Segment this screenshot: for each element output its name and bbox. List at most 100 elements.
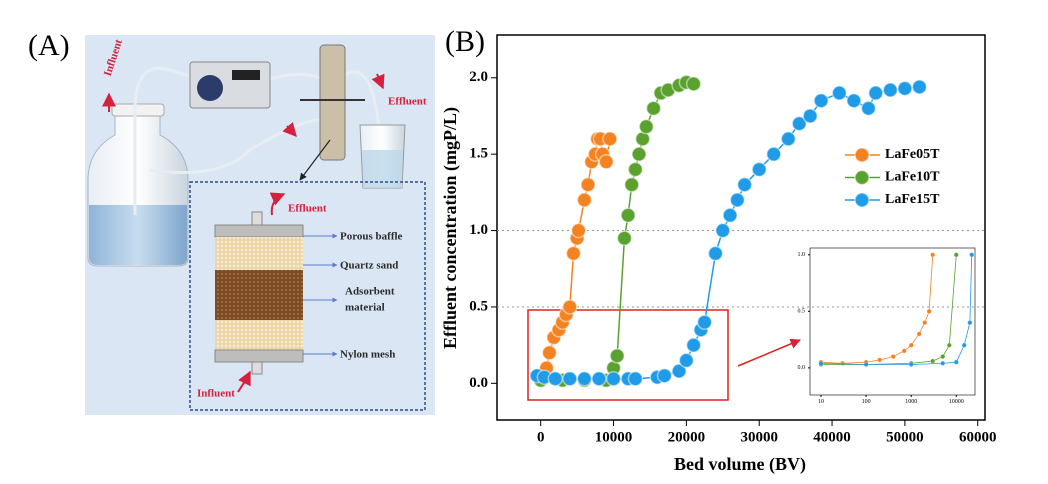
data-point xyxy=(616,230,633,246)
data-point xyxy=(953,252,959,258)
y-tick-label: 2.0 xyxy=(469,69,488,85)
plot-frame xyxy=(496,34,986,421)
column xyxy=(319,44,346,161)
data-point xyxy=(605,371,622,387)
data-point xyxy=(631,146,647,162)
data-point xyxy=(685,76,702,92)
data-point xyxy=(908,362,914,367)
x-tick-label: 60000 xyxy=(959,429,997,445)
layer-label: Porous baffle xyxy=(340,231,403,243)
data-point xyxy=(638,118,655,135)
data-point xyxy=(908,342,914,348)
effluent-label: Effluent xyxy=(388,96,427,108)
influent-label: Influent xyxy=(197,388,235,400)
data-point xyxy=(562,299,578,315)
nylon-mesh xyxy=(214,349,304,363)
series-line xyxy=(820,254,934,364)
legend-marker xyxy=(854,147,870,163)
flow-arrow xyxy=(371,73,385,90)
x-tick-label: 10 xyxy=(818,399,824,405)
quartz-sand xyxy=(215,320,303,350)
data-point xyxy=(791,115,808,132)
data-point xyxy=(901,348,907,354)
data-point xyxy=(818,360,824,366)
y-tick-label: 1.0 xyxy=(798,252,806,258)
pump-head xyxy=(197,75,223,101)
panel-label: (B) xyxy=(445,25,485,58)
y-tick-label: 1.0 xyxy=(469,222,488,238)
detail-box xyxy=(189,181,426,411)
data-point xyxy=(685,337,702,353)
y-tick-label: 1.5 xyxy=(469,146,488,162)
x-tick-label: 10000 xyxy=(949,399,964,405)
legend-label: LaFe05T xyxy=(885,147,940,162)
data-point xyxy=(570,222,587,239)
plot-frame xyxy=(809,247,976,396)
x-tick-label: 1000 xyxy=(905,399,917,405)
data-point xyxy=(846,92,862,109)
y-tick-label: 0.5 xyxy=(469,298,488,314)
data-point xyxy=(751,161,767,178)
layer-label: material xyxy=(345,302,385,314)
data-point xyxy=(897,80,913,97)
flow-arrow xyxy=(269,192,286,216)
data-point xyxy=(953,359,959,365)
y-tick-label: 0.5 xyxy=(798,309,806,315)
legend-marker xyxy=(854,169,870,186)
data-point xyxy=(930,252,936,258)
data-point xyxy=(877,357,883,363)
data-point xyxy=(967,320,973,326)
data-point xyxy=(867,85,884,101)
flow-arrow xyxy=(237,370,251,393)
layer-label: Quartz sand xyxy=(340,260,398,272)
data-point xyxy=(930,358,936,364)
data-point xyxy=(580,176,596,193)
data-point xyxy=(961,342,967,348)
x-tick-label: 10000 xyxy=(595,429,633,445)
legend-marker xyxy=(854,192,870,208)
data-point xyxy=(813,92,829,109)
pump-display xyxy=(232,70,260,80)
flow-arrow xyxy=(282,121,297,138)
data-point xyxy=(715,222,731,239)
panel-a: (A) Influent Effluent xyxy=(28,29,435,415)
data-point xyxy=(722,207,738,224)
effluent-label: Effluent xyxy=(288,203,327,215)
data-point xyxy=(707,245,724,262)
data-point xyxy=(780,131,797,147)
data-point xyxy=(882,82,899,98)
data-point xyxy=(911,79,928,95)
quartz-sand xyxy=(215,237,303,270)
y-axis-title: Effluent concentration (mgP/L) xyxy=(440,107,461,349)
data-point xyxy=(696,314,713,330)
panel-b: (B) Bed volume (BV) Effluent concentrati… xyxy=(440,25,806,475)
x-tick-label: 40000 xyxy=(813,429,851,445)
data-point xyxy=(562,371,578,387)
data-point xyxy=(736,176,753,193)
data-point xyxy=(671,363,687,379)
data-point xyxy=(969,252,975,258)
outlet-pipe xyxy=(251,211,263,227)
data-point xyxy=(620,207,636,224)
bottle-water xyxy=(89,205,187,265)
data-point xyxy=(860,100,877,117)
legend-label: LaFe15T xyxy=(885,192,940,207)
layer-label: Nylon mesh xyxy=(340,349,395,361)
zoom-box xyxy=(527,309,729,401)
tubing xyxy=(133,67,382,215)
x-tick-label: 20000 xyxy=(668,429,706,445)
data-point xyxy=(678,352,695,369)
beaker-water xyxy=(362,150,403,188)
data-point xyxy=(940,360,946,366)
x-tick-label: 30000 xyxy=(740,429,778,445)
data-point xyxy=(802,108,818,124)
panel-label: (A) xyxy=(28,29,70,62)
data-point xyxy=(890,354,896,359)
data-point xyxy=(863,362,869,367)
data-point xyxy=(609,348,625,364)
y-tick-label: 0.0 xyxy=(798,365,806,371)
data-point xyxy=(602,131,618,147)
x-tick-label: 0 xyxy=(537,429,545,445)
data-point xyxy=(645,100,662,117)
